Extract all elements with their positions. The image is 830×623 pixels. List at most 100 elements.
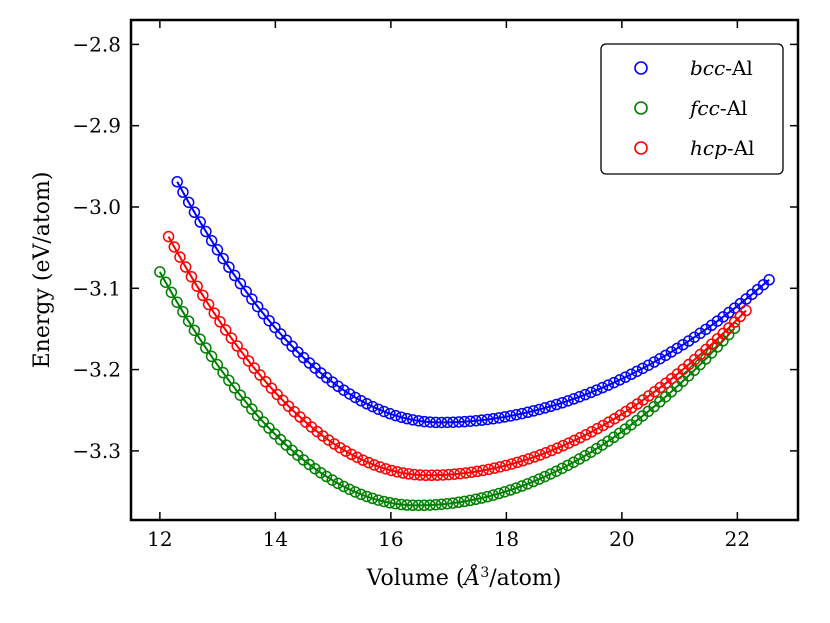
data-point xyxy=(527,405,540,417)
data-point xyxy=(343,388,356,400)
x-tick-label: 18 xyxy=(494,527,519,551)
data-point xyxy=(614,409,626,421)
data-point xyxy=(516,480,528,492)
data-point xyxy=(625,368,637,381)
data-point xyxy=(424,416,436,428)
data-point xyxy=(171,296,183,308)
y-tick-label: −3.2 xyxy=(72,358,121,382)
data-point xyxy=(414,469,426,481)
data-point xyxy=(385,464,398,477)
data-point xyxy=(225,332,238,344)
data-point xyxy=(165,286,178,299)
data-point xyxy=(544,400,557,413)
data-point xyxy=(740,304,752,317)
data-point xyxy=(205,350,218,363)
data-point xyxy=(378,495,390,508)
data-point xyxy=(360,490,373,503)
data-point xyxy=(286,340,298,353)
y-tick-label: −2.8 xyxy=(72,32,121,56)
data-point xyxy=(585,386,597,399)
data-point xyxy=(504,484,517,496)
data-point xyxy=(372,494,384,506)
data-point xyxy=(596,381,609,394)
y-tick-label: −3.3 xyxy=(72,439,121,463)
data-point xyxy=(208,307,221,319)
data-point xyxy=(217,366,229,379)
data-point xyxy=(602,435,614,447)
data-point xyxy=(510,482,522,494)
data-point xyxy=(182,315,195,327)
y-tick-label: −3.1 xyxy=(72,276,121,300)
data-point xyxy=(228,382,241,394)
data-point xyxy=(458,495,471,508)
data-point xyxy=(202,298,215,311)
series-fcc-Al xyxy=(154,266,741,512)
data-point xyxy=(591,422,604,435)
legend-marker xyxy=(634,61,648,75)
y-tick-label: −2.9 xyxy=(72,114,121,138)
data-point xyxy=(380,463,392,475)
data-point xyxy=(563,437,575,449)
data-point xyxy=(523,453,535,465)
data-point xyxy=(171,176,183,188)
data-point xyxy=(505,458,518,470)
data-point xyxy=(487,412,500,425)
data-point xyxy=(620,405,632,418)
data-point xyxy=(527,475,540,488)
data-point xyxy=(177,306,189,318)
data-point xyxy=(659,349,672,362)
data-point xyxy=(194,333,206,346)
data-point xyxy=(734,310,747,323)
data-point xyxy=(510,409,523,421)
data-point xyxy=(460,467,472,479)
data-point xyxy=(254,369,266,381)
data-point xyxy=(476,414,488,426)
legend-marker xyxy=(634,141,648,155)
data-point xyxy=(372,403,385,415)
data-point xyxy=(452,496,465,509)
data-point xyxy=(431,469,444,481)
data-point xyxy=(378,405,390,418)
y-tick-label: −3.0 xyxy=(72,195,121,219)
data-point xyxy=(214,316,226,328)
data-point xyxy=(574,431,586,444)
data-point xyxy=(493,412,505,424)
data-point xyxy=(717,335,729,347)
data-point xyxy=(322,434,335,446)
data-point xyxy=(211,358,224,371)
data-point xyxy=(619,371,632,383)
data-point xyxy=(465,466,478,478)
data-point xyxy=(511,456,524,469)
data-point xyxy=(355,488,367,501)
data-point xyxy=(408,468,421,481)
data-point xyxy=(384,407,396,420)
data-point xyxy=(471,465,484,478)
data-point xyxy=(522,406,534,419)
data-point xyxy=(613,427,626,439)
plot-series-layer xyxy=(154,176,775,512)
data-point xyxy=(579,449,591,462)
data-point xyxy=(389,498,402,510)
data-point xyxy=(608,376,620,389)
data-point xyxy=(326,474,338,486)
series-hcp-Al xyxy=(162,230,752,482)
data-point xyxy=(361,398,373,410)
x-tick-label: 20 xyxy=(609,527,634,551)
data-point xyxy=(648,356,660,368)
data-point xyxy=(470,493,482,505)
data-point xyxy=(585,426,598,438)
legend-item-bcc-Al: bcc-Al xyxy=(634,56,753,80)
data-point xyxy=(694,327,706,340)
data-point xyxy=(631,398,644,410)
data-point xyxy=(182,196,195,209)
data-point xyxy=(355,395,367,407)
data-point xyxy=(237,347,249,360)
data-point xyxy=(562,459,574,472)
data-point xyxy=(590,442,603,455)
data-point xyxy=(277,394,289,407)
data-point xyxy=(437,469,449,481)
data-point xyxy=(231,340,243,352)
data-point xyxy=(448,468,461,480)
data-point xyxy=(234,389,247,401)
data-point xyxy=(407,414,419,426)
